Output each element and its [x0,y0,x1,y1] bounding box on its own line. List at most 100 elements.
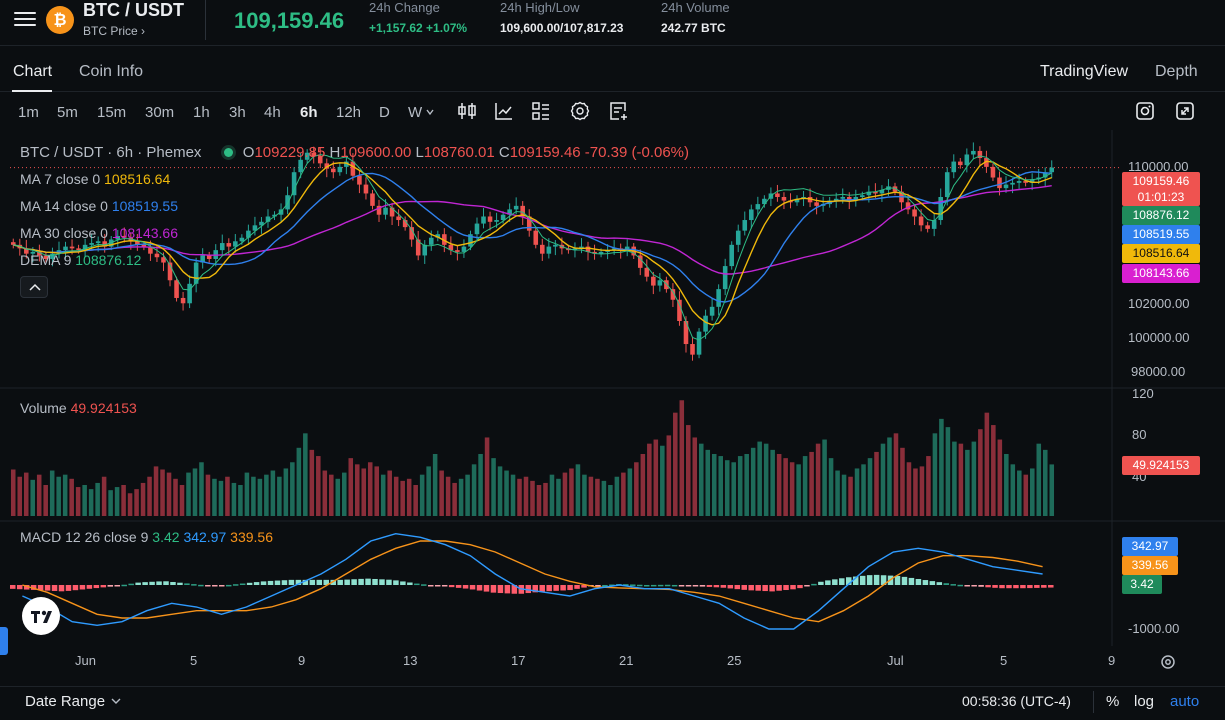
candle-body [585,246,591,252]
volume-bar [575,464,581,516]
axis-settings-icon[interactable] [1159,653,1177,671]
macd-histogram-bar [553,585,559,591]
legend-ma30-label: MA 30 close 0 [20,225,108,241]
candle-body [990,166,996,178]
ma7-line [13,160,1052,326]
x-tick: 17 [511,653,526,668]
volume-bar [432,454,438,516]
tab-coin-info[interactable]: Coin Info [79,63,144,80]
volume-bar [595,478,600,516]
macd-line [22,532,1043,630]
volume-bar [316,456,321,516]
legend-volume-value: 49.924153 [70,400,137,416]
volume-bar [906,462,912,516]
candle-body [180,297,186,304]
dropdown-chevron-icon[interactable] [426,108,434,116]
percent-scale-toggle[interactable]: % [1106,693,1120,710]
macd-histogram-bar [804,585,810,587]
macd-histogram-bar [602,584,608,587]
candle-body [148,246,153,254]
candle-body [122,235,127,238]
timeframe-1h[interactable]: 1h [193,104,210,121]
volume-bar [1023,474,1029,516]
volume-bar [387,470,392,516]
price-link[interactable]: BTC Price › [83,24,146,38]
volume-bar [452,482,457,516]
tab-chart[interactable]: Chart [13,63,53,80]
candle-body [193,262,199,284]
y-tick-volume: 120 [1132,386,1154,401]
candle-body [762,198,767,205]
macd-histogram-bar [567,585,573,591]
x-tick: 21 [619,653,634,668]
macd-histogram-bar [379,579,385,585]
volume-bar [757,441,762,516]
volume-bar [997,439,1003,516]
macd-histogram-bar [748,585,754,591]
volume-bar [828,458,834,516]
candle-body [1010,182,1015,185]
timeframe-3h[interactable]: 3h [229,104,246,121]
macd-histogram-bar [678,585,685,587]
timeframe-d[interactable]: D [379,104,390,121]
volume-bar [218,480,224,516]
candle-type-icon[interactable] [456,100,478,122]
volume-bar [770,449,775,516]
timeframe-6h[interactable]: 6h [300,104,318,121]
macd-histogram-bar [372,578,378,585]
volume-bar [1049,464,1055,516]
bitcoin-coin-icon: ₿ [46,6,74,34]
hamburger-menu-icon[interactable] [14,10,36,28]
utc-clock[interactable]: 00:58:36 (UTC-4) [962,693,1071,709]
legend-macd-hist: 3.42 [152,529,180,545]
macd-histogram-bar [365,578,371,585]
volume-bar [238,485,243,516]
layout-template-icon[interactable] [530,100,552,122]
candle-body [30,251,36,254]
chart-canvas[interactable] [0,130,1225,686]
indicators-icon[interactable] [493,100,515,122]
candle-body [1023,181,1028,183]
macd-histogram-bar [295,579,302,585]
macd-histogram-bar [497,585,504,594]
tab-tradingview[interactable]: TradingView [1040,63,1129,80]
candle-body [500,214,506,221]
collapse-legend-button[interactable] [20,276,48,298]
timeframe-30m[interactable]: 30m [145,104,175,121]
settings-gear-icon[interactable] [569,100,591,122]
candle-body [252,225,258,231]
fullscreen-expand-icon[interactable] [1174,100,1196,122]
auto-scale-toggle[interactable]: auto [1170,693,1200,710]
timeframe-1m[interactable]: 1m [18,104,39,121]
candle-body [428,237,434,245]
candle-body [925,225,930,229]
add-note-icon[interactable] [607,100,629,122]
timeframe-5m[interactable]: 5m [57,104,78,121]
macd-histogram-bar [16,585,23,590]
tab-depth[interactable]: Depth [1155,63,1198,80]
timeframe-w[interactable]: W [408,104,423,121]
volume-bar [698,443,704,516]
screenshot-camera-icon[interactable] [1134,100,1156,122]
volume-bar [530,480,535,516]
pair-title[interactable]: BTC / USDT [83,0,184,20]
macd-histogram-bar [692,585,699,587]
y-tick-volume: 80 [1132,427,1147,442]
log-scale-toggle[interactable]: log [1134,693,1155,710]
volume-bar [471,464,477,516]
timeframe-12h[interactable]: 12h [336,104,362,121]
candle-body [775,193,780,197]
volume-bar [900,447,905,516]
dema-line [13,154,1052,341]
timeframe-4h[interactable]: 4h [264,104,281,121]
candle-body [592,251,597,254]
timeframe-15m[interactable]: 15m [97,104,127,121]
volume-bar [835,470,840,516]
macd-histogram-bar [490,585,497,593]
macd-histogram-bar [267,580,274,585]
date-range-button[interactable]: Date Range [25,693,123,710]
side-panel-handle[interactable] [0,627,8,655]
macd-histogram-bar [839,578,845,585]
macd-histogram-bar [448,585,455,588]
candle-body [755,204,761,210]
